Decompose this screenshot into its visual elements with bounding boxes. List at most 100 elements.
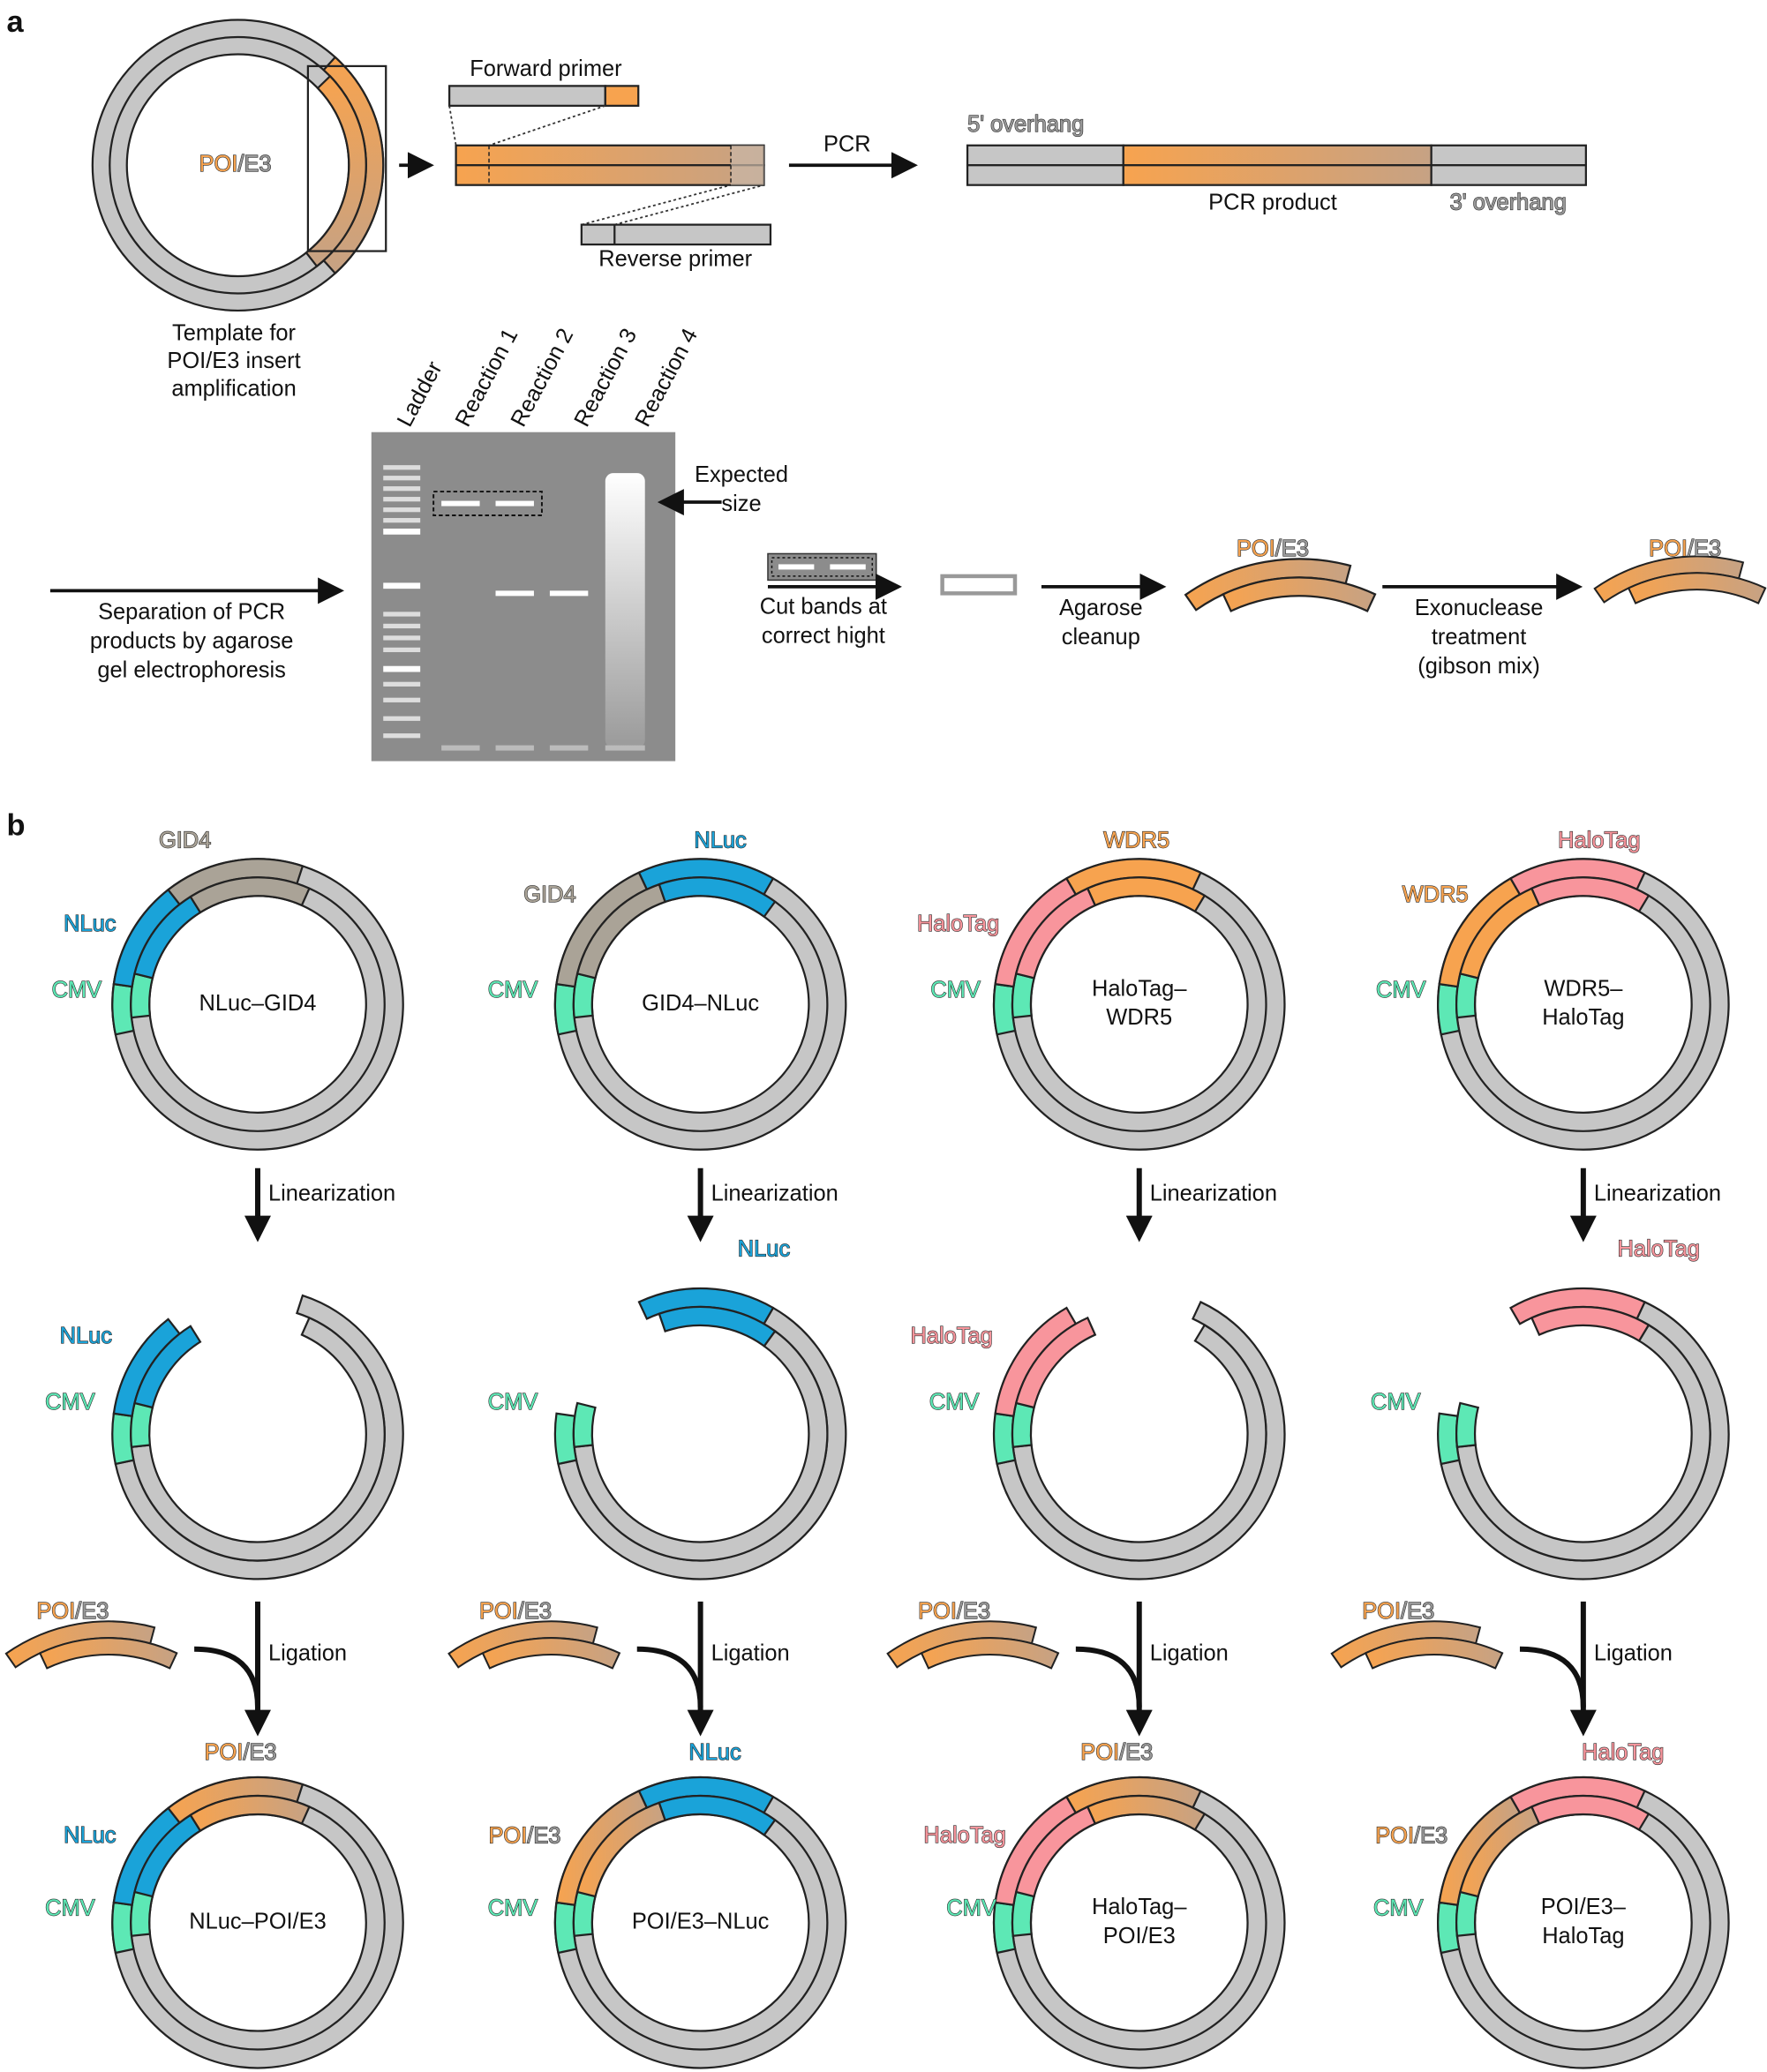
merge-curve — [1519, 1646, 1586, 1708]
step-label: Linearization — [711, 1181, 838, 1205]
ladder-band — [383, 497, 421, 502]
poi: POI — [36, 1599, 75, 1624]
merge-curve — [1075, 1646, 1142, 1708]
segment — [305, 74, 367, 268]
step-label: Linearization — [1150, 1181, 1277, 1205]
poi: POI — [1237, 537, 1275, 561]
strand — [455, 164, 765, 186]
feature-label: CMV — [488, 1896, 538, 1920]
gel-slice — [940, 574, 1018, 596]
insert-label: POI/E3 — [1237, 537, 1309, 561]
segment — [189, 1794, 311, 1833]
primer-label: Reverse primer — [598, 247, 752, 272]
band — [549, 590, 589, 597]
band — [495, 590, 534, 597]
segment — [1440, 1300, 1730, 1580]
ladder-band — [383, 623, 421, 629]
plasmid-name: POI/E3 — [1103, 1924, 1176, 1948]
annotation: Expected — [695, 462, 788, 487]
caption: Agarose — [1059, 596, 1143, 620]
e3: /E3 — [957, 1599, 990, 1624]
caption: Cut bands at — [760, 595, 887, 619]
interior — [1473, 1813, 1693, 2032]
plasmid-name: NLuc–POI/E3 — [189, 1909, 327, 1933]
insert-label: POI/E3 — [1649, 537, 1721, 561]
insert-label: POI/E3 — [488, 1823, 560, 1848]
band — [495, 745, 534, 751]
ladder-band — [383, 507, 421, 513]
selection-box — [306, 64, 387, 252]
strand — [1122, 144, 1432, 167]
strand — [1430, 164, 1587, 186]
e3: /E3 — [1119, 1740, 1153, 1765]
feature-label: WDR5 — [1402, 882, 1469, 907]
ladder-band — [383, 716, 421, 721]
feature-label: CMV — [45, 1896, 95, 1920]
insert-label: POI/E3 — [1362, 1599, 1434, 1624]
feature-label: CMV — [488, 978, 538, 1002]
feature-label: HaloTag — [923, 1823, 1005, 1848]
step-label: Ligation — [1594, 1640, 1673, 1665]
feature-label: NLuc — [738, 1236, 791, 1261]
feature-label: NLuc — [60, 1324, 113, 1348]
feature-label: HaloTag — [1618, 1236, 1700, 1261]
step-label: PCR — [823, 131, 871, 156]
ladder-band — [383, 486, 421, 492]
caption: amplification — [171, 376, 296, 401]
feature-label: HaloTag — [1558, 829, 1640, 853]
strand — [455, 144, 765, 167]
feature-label: CMV — [946, 1896, 996, 1920]
feature-label: WDR5 — [1103, 829, 1169, 853]
smear — [605, 473, 645, 748]
step-label: Ligation — [268, 1640, 347, 1665]
panel-label: b — [6, 809, 25, 843]
insert-label: POI/E3 — [205, 1740, 277, 1765]
feature-label: GID4 — [159, 829, 211, 853]
ladder-band — [383, 647, 421, 653]
panel-b: GID4 NLuc CMV NLuc–GID4 Linearization NLuc CMV… — [4, 828, 1730, 2069]
feature-label: CMV — [1373, 1896, 1424, 1920]
plasmid-name: HaloTag– — [1092, 976, 1187, 1001]
feature-label: CMV — [929, 1390, 980, 1415]
step-label: Ligation — [1150, 1640, 1229, 1665]
segment — [1455, 1323, 1711, 1562]
segment — [557, 1306, 847, 1580]
interior — [1029, 895, 1249, 1114]
segment — [1455, 1401, 1480, 1448]
primer — [580, 223, 772, 246]
step-label: Linearization — [1594, 1181, 1721, 1205]
feature-label: NLuc — [688, 1740, 741, 1765]
guide — [488, 104, 606, 146]
segment — [133, 1325, 202, 1409]
overhang-label: 3' overhang — [1450, 190, 1567, 214]
insert-label: POI/E3 — [1080, 1740, 1153, 1765]
guide — [448, 105, 457, 146]
insert-label: POI/E3 — [36, 1599, 109, 1624]
segment — [1086, 1794, 1207, 1832]
interior — [1473, 895, 1693, 1114]
caption: Template for — [172, 321, 296, 346]
feature-label: HaloTag — [910, 1324, 992, 1348]
caption: gel electrophoresis — [97, 657, 286, 682]
plasmid-name: WDR5– — [1544, 976, 1623, 1001]
template-plasmid — [91, 19, 385, 312]
ladder-band — [383, 518, 421, 523]
feature-label: HaloTag — [917, 912, 999, 936]
ladder — [383, 465, 421, 739]
insert-label: POI/E3 — [479, 1599, 552, 1624]
segment — [658, 876, 777, 919]
primer — [447, 85, 606, 107]
insert — [1593, 555, 1767, 604]
selection-box — [432, 491, 543, 517]
poi: POI — [1080, 1740, 1119, 1765]
plasmid-name: HaloTag– — [1092, 1895, 1187, 1919]
merge-curve — [636, 1646, 703, 1708]
plasmid-name: POI/E3–NLuc — [632, 1909, 770, 1933]
poi: POI — [488, 1823, 527, 1848]
end-region — [731, 145, 764, 185]
feature-label: GID4 — [523, 882, 575, 907]
product-label: PCR product — [1208, 190, 1337, 214]
ladder-band — [383, 529, 421, 535]
segment — [1530, 1794, 1650, 1832]
